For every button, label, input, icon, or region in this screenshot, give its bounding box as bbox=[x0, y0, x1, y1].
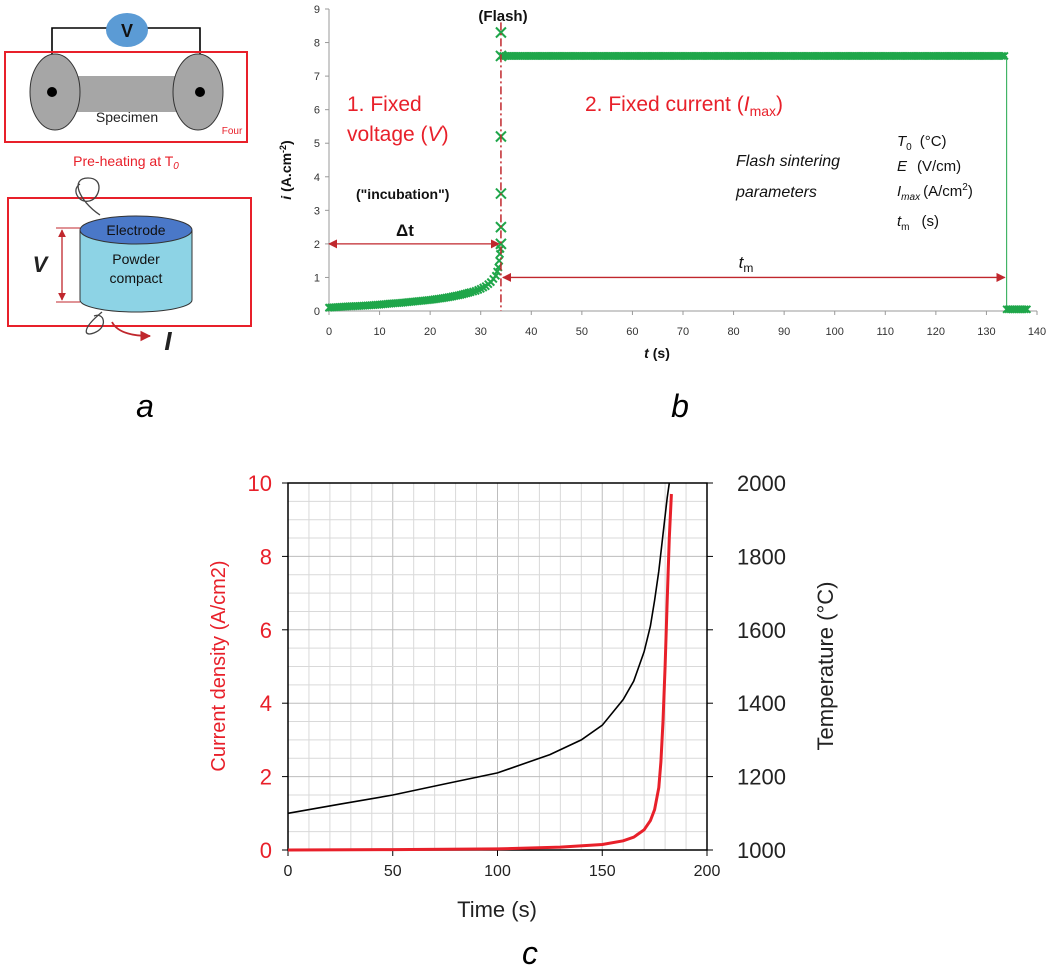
param-e: E (V/cm) bbox=[897, 158, 961, 175]
x-tick-label-b: 0 bbox=[326, 326, 332, 338]
contact-right bbox=[195, 87, 205, 97]
ylabel-b: i(A.cm-2) bbox=[278, 140, 294, 199]
x-tick-label-c: 200 bbox=[694, 863, 721, 880]
panel-label-a: a bbox=[136, 388, 154, 424]
data-point bbox=[997, 51, 1007, 61]
y-tick-label-c: 4 bbox=[260, 691, 272, 716]
y-tick-label-c: 0 bbox=[260, 838, 272, 863]
y-tick-label-b: 0 bbox=[314, 306, 320, 318]
tm-label: tm bbox=[739, 253, 754, 275]
furnace-box bbox=[4, 51, 248, 143]
y-tick-label-b: 8 bbox=[314, 38, 320, 50]
x-tick-label-b: 140 bbox=[1028, 326, 1046, 338]
series-c bbox=[287, 482, 673, 852]
x-tick-label-c: 50 bbox=[384, 863, 402, 880]
x-tick-label-b: 110 bbox=[877, 326, 895, 338]
y-tick-label-b: 3 bbox=[314, 205, 320, 217]
v-label: V bbox=[33, 252, 50, 277]
incubation-label: ("incubation") bbox=[356, 186, 449, 202]
xlabel-b: t (s) bbox=[644, 345, 670, 361]
x-tick-label-b: 40 bbox=[525, 326, 537, 338]
specimen-bar bbox=[72, 76, 182, 112]
y2-tick-label-c: 2000 bbox=[737, 471, 786, 496]
flash-label: (Flash) bbox=[478, 8, 527, 25]
panel-a: V Four Specimen Pre-heating at T0 Electr… bbox=[4, 13, 252, 356]
y2-tick-label-c: 1800 bbox=[737, 544, 786, 569]
preheat-label: Pre-heating at T0 bbox=[73, 153, 179, 172]
x-tick-label-b: 100 bbox=[826, 326, 844, 338]
x-tick-label-b: 30 bbox=[475, 326, 487, 338]
contact-left bbox=[47, 87, 57, 97]
x-tick-label-b: 60 bbox=[626, 326, 638, 338]
param-imax: Imax (A/cm2) bbox=[897, 182, 973, 203]
coil-top bbox=[75, 177, 101, 216]
y-tick-label-c: 6 bbox=[260, 618, 272, 643]
y-tick-label-b: 5 bbox=[314, 138, 320, 150]
y-tick-label-c: 2 bbox=[260, 765, 272, 790]
powder-label-2: compact bbox=[110, 270, 163, 286]
x-tick-label-b: 20 bbox=[424, 326, 436, 338]
y-tick-label-b: 2 bbox=[314, 239, 320, 251]
panel-label-b: b bbox=[671, 388, 689, 424]
panel-c: 0 50 100 150 2000246810100012001400160018002… bbox=[208, 471, 838, 922]
y-tick-label-c: 10 bbox=[248, 471, 272, 496]
i-label: I bbox=[164, 326, 172, 356]
axes-c: 0 50 100 150 2000246810100012001400160018002… bbox=[248, 471, 786, 880]
grid-c bbox=[287, 482, 708, 851]
x-tick-label-c: 150 bbox=[589, 863, 616, 880]
param-t0: T0 (°C) bbox=[897, 133, 947, 153]
stage1-line1: 1. Fixed bbox=[347, 93, 422, 116]
x-tick-label-b: 70 bbox=[677, 326, 689, 338]
y-tick-label-c: 8 bbox=[260, 544, 272, 569]
data-point bbox=[1020, 305, 1030, 314]
y2label-c: Temperature (°C) bbox=[813, 582, 838, 751]
param-tm: tm (s) bbox=[897, 213, 939, 233]
y-tick-label-b: 1 bbox=[314, 272, 320, 284]
y-tick-label-b: 7 bbox=[314, 71, 320, 83]
delta-t-label: Δt bbox=[396, 221, 414, 240]
voltmeter-label: V bbox=[121, 21, 133, 41]
stage1-line2: voltage (V) bbox=[347, 123, 449, 146]
y2-tick-label-c: 1000 bbox=[737, 838, 786, 863]
x-tick-label-c: 0 bbox=[284, 863, 293, 880]
furnace-box-2 bbox=[7, 197, 252, 327]
ylabel-c: Current density (A/cm2) bbox=[208, 560, 230, 771]
x-tick-label-b: 10 bbox=[373, 326, 385, 338]
y-tick-label-b: 6 bbox=[314, 105, 320, 117]
data-point bbox=[495, 26, 507, 39]
panel-label-c: c bbox=[522, 935, 538, 971]
furnace-label: Four bbox=[222, 126, 243, 137]
params-title-1: Flash sintering bbox=[736, 153, 840, 170]
electrode-label: Electrode bbox=[106, 222, 165, 238]
y-tick-label-b: 9 bbox=[314, 4, 320, 16]
coil-bottom bbox=[85, 311, 104, 335]
current-density-line bbox=[287, 493, 673, 852]
data-point bbox=[1022, 305, 1032, 314]
specimen-label: Specimen bbox=[96, 109, 158, 125]
y-tick-label-b: 4 bbox=[314, 172, 320, 184]
x-tick-label-b: 80 bbox=[727, 326, 739, 338]
x-tick-label-b: 130 bbox=[977, 326, 995, 338]
x-tick-label-c: 100 bbox=[484, 863, 511, 880]
xlabel-c: Time (s) bbox=[457, 897, 537, 922]
x-tick-label-b: 120 bbox=[927, 326, 945, 338]
temperature-line bbox=[287, 482, 671, 815]
panel-b: 0 10 20 30 40 50 60 70 80 90 100 110 120 130 140 0 1 2 3 4 5… bbox=[278, 4, 1046, 361]
x-tick-label-b: 50 bbox=[576, 326, 588, 338]
x-tick-label-b: 90 bbox=[778, 326, 790, 338]
electrode bbox=[79, 215, 193, 245]
voltmeter-icon bbox=[106, 13, 148, 47]
i-arrow bbox=[111, 321, 152, 342]
stage2-label: 2. Fixed current (Imax) bbox=[585, 93, 783, 119]
powder-label-1: Powder bbox=[112, 251, 160, 267]
y2-tick-label-c: 1600 bbox=[737, 618, 786, 643]
axes-b: 0 10 20 30 40 50 60 70 80 90 100 110 120 130 140 0 1 2 3 4 5… bbox=[314, 4, 1046, 338]
y2-tick-label-c: 1200 bbox=[737, 765, 786, 790]
y2-tick-label-c: 1400 bbox=[737, 691, 786, 716]
params-title-2: parameters bbox=[735, 184, 817, 201]
series-b bbox=[324, 26, 1032, 314]
